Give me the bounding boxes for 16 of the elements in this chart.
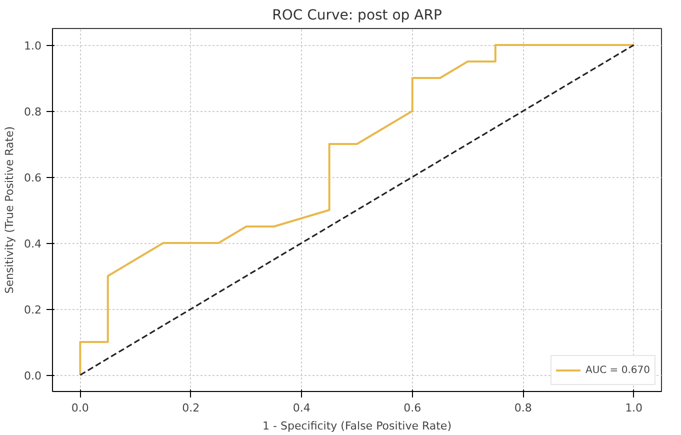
y-tick-label: 0.8 (24, 106, 42, 118)
y-tick-label: 0.2 (24, 304, 42, 316)
y-axis-title: Sensitivity (True Positive Rate) (3, 126, 16, 294)
y-tick-label: 0.0 (24, 370, 42, 382)
x-tick-label: 0.8 (514, 402, 532, 414)
x-tick-label: 0.0 (71, 402, 89, 414)
y-tick-label: 0.4 (24, 238, 42, 250)
x-tick-label: 1.0 (625, 402, 643, 414)
x-tick-label: 0.2 (182, 402, 200, 414)
legend-label: AUC = 0.670 (585, 364, 650, 376)
y-tick-label: 1.0 (24, 40, 42, 52)
y-tick-label: 0.6 (24, 172, 42, 184)
x-tick-label: 0.6 (404, 402, 422, 414)
chart-title: ROC Curve: post op ARP (272, 8, 442, 24)
x-tick-label: 0.4 (292, 402, 310, 414)
x-axis-title: 1 - Specificity (False Positive Rate) (262, 420, 452, 432)
